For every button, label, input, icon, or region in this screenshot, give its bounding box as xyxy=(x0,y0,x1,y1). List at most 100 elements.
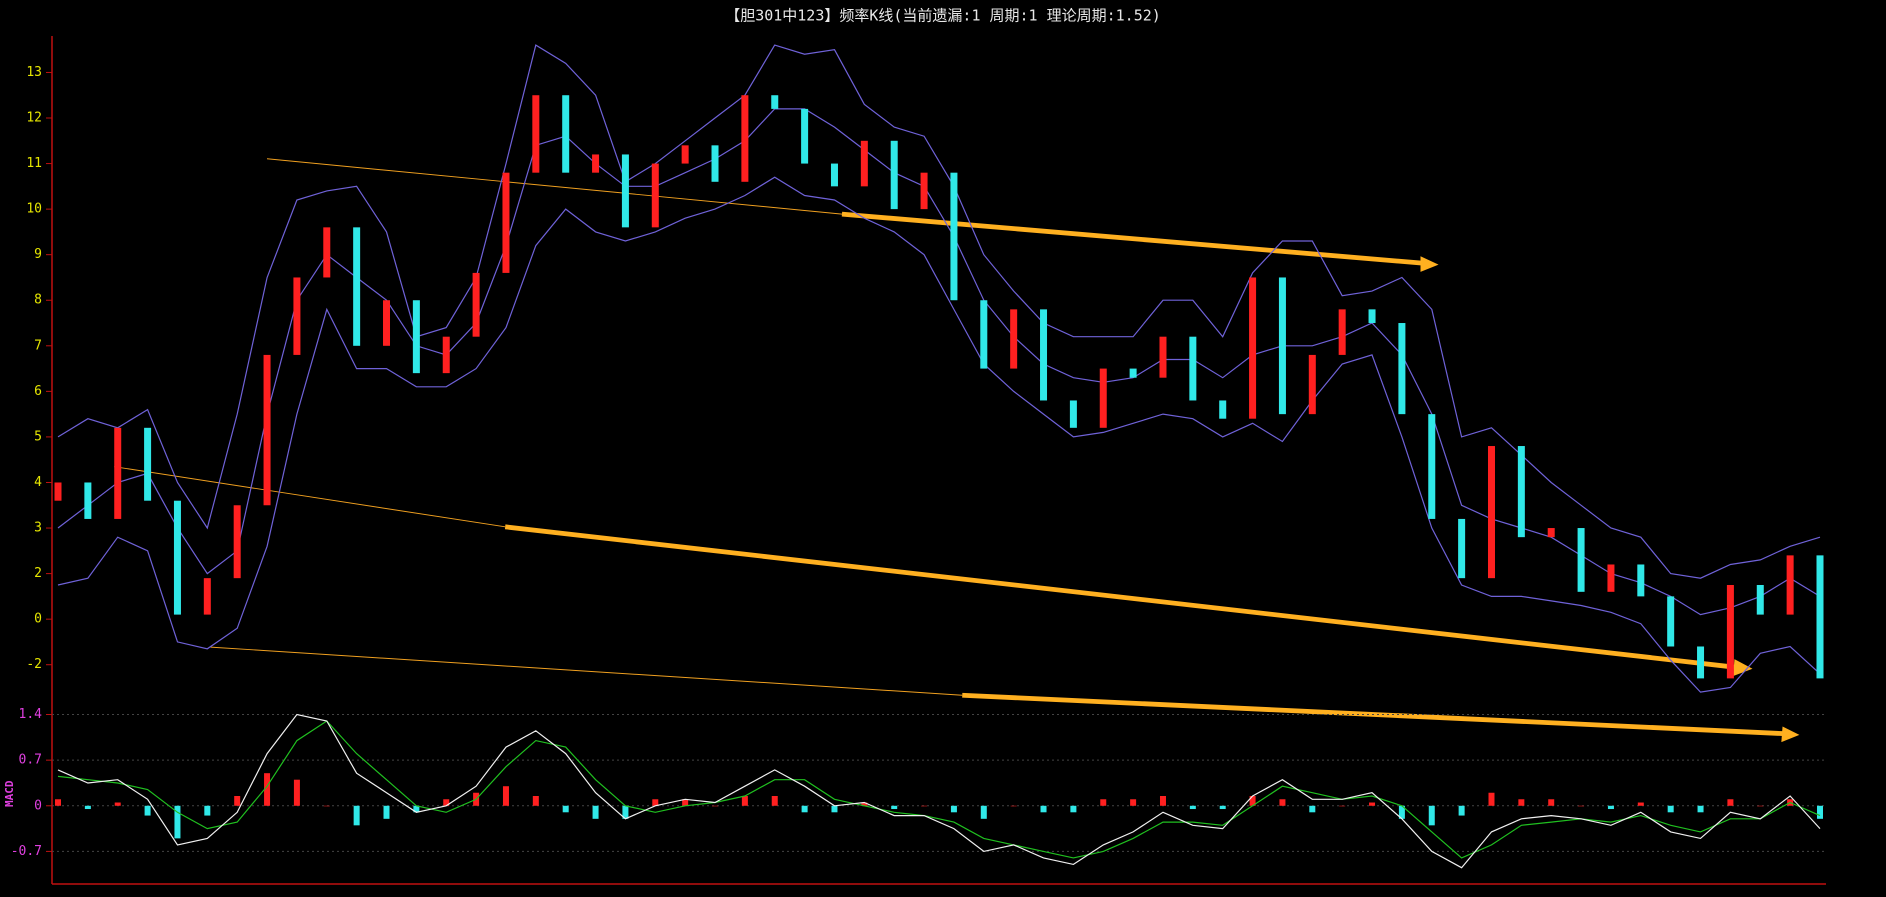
candle xyxy=(1786,555,1794,615)
y-tick-label: 3 xyxy=(34,521,42,536)
candle xyxy=(980,300,988,369)
macd-bar xyxy=(1100,799,1107,806)
candle xyxy=(323,227,331,278)
candle xyxy=(293,277,301,355)
candle xyxy=(1637,564,1645,597)
candle xyxy=(1428,414,1436,519)
macd-bar xyxy=(114,802,121,806)
candle xyxy=(412,300,420,374)
macd-bar xyxy=(1309,805,1316,813)
candle xyxy=(920,172,928,210)
candle xyxy=(1249,277,1257,419)
macd-label: MACD xyxy=(3,780,16,807)
macd-bar xyxy=(1637,802,1644,806)
candle xyxy=(860,140,868,187)
macd-bar xyxy=(353,805,360,826)
macd-bar xyxy=(293,779,300,806)
candle xyxy=(1159,336,1167,378)
macd-bar xyxy=(532,796,539,806)
macd-y-tick-label: -0.7 xyxy=(11,844,42,859)
candle xyxy=(1726,584,1734,679)
trend-arrows xyxy=(114,158,1800,743)
candle xyxy=(1487,446,1495,579)
macd-bar xyxy=(950,805,957,813)
candle xyxy=(890,140,898,210)
candle xyxy=(1816,555,1824,679)
band-line xyxy=(57,108,1821,616)
candle xyxy=(263,354,271,506)
macd-bar xyxy=(55,799,61,806)
candle xyxy=(741,95,749,182)
macd-bar xyxy=(801,805,808,813)
candle xyxy=(801,108,809,164)
macd-bar xyxy=(1339,805,1346,807)
macd-bar xyxy=(652,799,659,806)
candle xyxy=(1338,309,1346,355)
macd-bar xyxy=(921,805,928,807)
y-tick-label: 5 xyxy=(34,429,42,444)
macd-bar xyxy=(1817,805,1823,819)
macd-bar xyxy=(1548,799,1555,806)
candle xyxy=(84,482,92,519)
y-tick-label: 10 xyxy=(26,202,42,217)
candle xyxy=(621,154,629,228)
macd-bar xyxy=(443,799,450,806)
macd-bar xyxy=(1219,805,1226,810)
macd-bar xyxy=(712,805,719,807)
candle xyxy=(114,427,122,519)
band-line xyxy=(57,44,1821,579)
candle xyxy=(1278,277,1286,415)
macd-bar xyxy=(1518,799,1525,806)
macd-bar xyxy=(144,805,151,816)
y-tick-label: 2 xyxy=(34,566,42,581)
candle xyxy=(144,427,152,501)
candle xyxy=(1099,368,1107,428)
macd-bar xyxy=(1130,799,1137,806)
trend-line xyxy=(210,646,963,696)
candle xyxy=(442,336,450,374)
y-tick-label: 11 xyxy=(26,156,42,171)
macd-bar xyxy=(323,805,330,807)
candle xyxy=(1398,323,1406,415)
y-tick-label: 13 xyxy=(26,65,42,80)
y-tick-label: 8 xyxy=(34,293,42,308)
y-tick-label: 6 xyxy=(34,384,42,399)
macd-bar xyxy=(861,802,868,806)
candle xyxy=(1458,518,1466,579)
candle xyxy=(173,500,181,615)
macd-bar xyxy=(1159,796,1166,806)
macd-bar xyxy=(1757,805,1764,807)
macd-bar xyxy=(204,805,211,816)
macd-bar xyxy=(502,786,509,806)
candle xyxy=(1667,596,1675,647)
chart-title: 【胆301中123】频率K线(当前遗漏:1 周期:1 理论周期:1.52) xyxy=(725,7,1161,25)
candle xyxy=(203,578,211,615)
candle xyxy=(502,172,510,273)
macd-bar xyxy=(1369,802,1376,806)
candle xyxy=(950,172,958,301)
macd-bar xyxy=(562,805,569,813)
macd-bar xyxy=(84,805,91,810)
candle xyxy=(54,482,62,501)
macd-bar xyxy=(1010,805,1017,807)
candle xyxy=(771,95,779,109)
y-tick-label: -2 xyxy=(26,657,42,672)
candle xyxy=(1219,400,1227,419)
macd-bar xyxy=(1070,805,1077,813)
candle xyxy=(233,505,241,579)
arrow-head xyxy=(1420,256,1439,272)
candle xyxy=(1756,584,1764,615)
macd-bar xyxy=(891,805,898,810)
candle xyxy=(1189,336,1197,401)
candle xyxy=(1308,354,1316,415)
y-tick-label: 4 xyxy=(34,475,42,490)
arrow-head xyxy=(1781,726,1800,743)
macd-bar xyxy=(383,805,390,819)
trend-arrow xyxy=(841,211,1426,266)
candle xyxy=(353,227,361,346)
macd-bar xyxy=(1279,799,1286,806)
candle xyxy=(472,272,480,337)
trend-arrow xyxy=(504,524,1739,670)
